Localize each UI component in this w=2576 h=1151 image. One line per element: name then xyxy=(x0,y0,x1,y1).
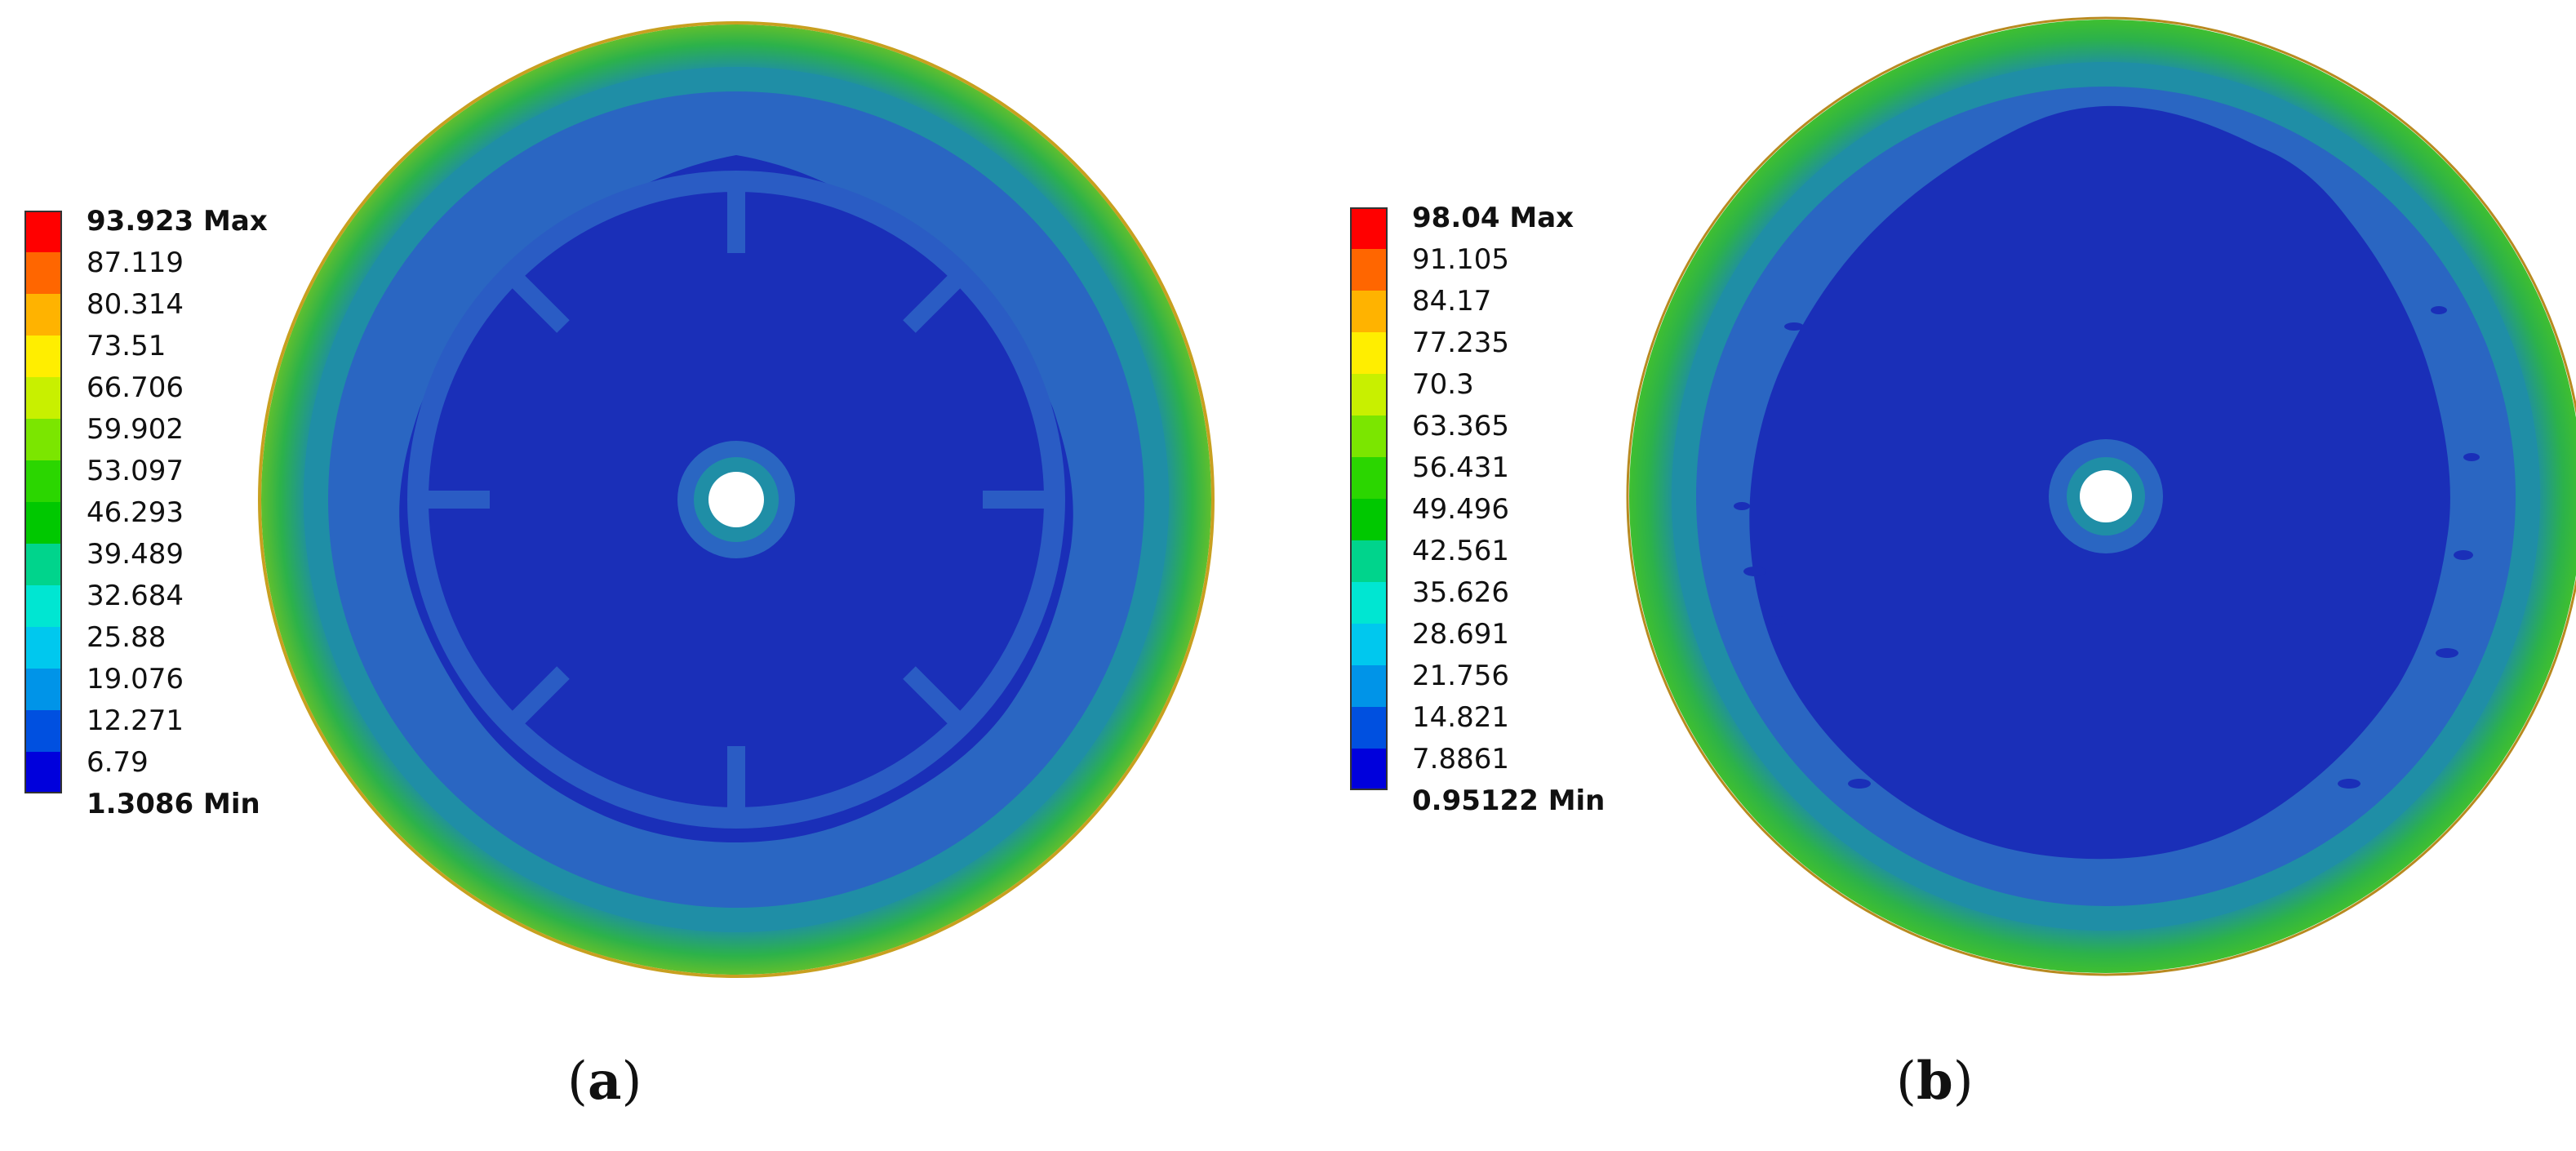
caption-letter: b xyxy=(1916,1051,1953,1112)
legend-swatch xyxy=(1350,540,1388,582)
legend-label: 77.235 xyxy=(1412,327,1509,359)
legend-label: 28.691 xyxy=(1412,618,1509,651)
legend-swatch xyxy=(1350,457,1388,499)
legend-label: 32.684 xyxy=(87,580,184,612)
legend-label: 6.79 xyxy=(87,746,149,779)
legend-swatch xyxy=(24,294,62,336)
legend-label: 35.626 xyxy=(1412,576,1509,609)
legend-swatch xyxy=(1350,291,1388,332)
legend-swatch xyxy=(1350,582,1388,624)
legend-swatch xyxy=(24,336,62,377)
speckles-b xyxy=(1734,306,2480,789)
legend-label: 46.293 xyxy=(87,496,184,529)
legend-label: 56.431 xyxy=(1412,451,1509,484)
legend-label: 25.88 xyxy=(87,621,167,654)
legend-swatch xyxy=(24,669,62,710)
legend-swatch xyxy=(24,377,62,419)
contour-plot-a xyxy=(258,21,1215,978)
legend-label: 84.17 xyxy=(1412,285,1492,318)
legend-label: 80.314 xyxy=(87,288,184,321)
legend-swatch xyxy=(1350,416,1388,457)
legend-max-label: 93.923 Max xyxy=(87,205,268,238)
legend-label: 21.756 xyxy=(1412,660,1509,692)
legend-swatch xyxy=(24,252,62,294)
legend-label: 66.706 xyxy=(87,371,184,404)
legend-label: 7.8861 xyxy=(1412,743,1509,775)
legend-label: 91.105 xyxy=(1412,243,1509,276)
legend-label: 49.496 xyxy=(1412,493,1509,526)
contour-plot-b xyxy=(1626,16,2576,976)
spokes-a xyxy=(418,181,1055,818)
panel-b: 98.04 Max 91.105 84.17 77.235 70.3 63.36… xyxy=(1288,0,2576,1151)
legend-swatch xyxy=(1350,499,1388,540)
legend-max-label: 98.04 Max xyxy=(1412,202,1574,234)
legend-label: 59.902 xyxy=(87,413,184,446)
legend-swatch xyxy=(1350,332,1388,374)
legend-swatch xyxy=(1350,707,1388,749)
legend-label: 73.51 xyxy=(87,330,167,362)
caption-letter: a xyxy=(587,1051,622,1112)
legend-swatch xyxy=(24,211,62,252)
legend-min-label: 1.3086 Min xyxy=(87,788,260,820)
legend-swatch xyxy=(1350,249,1388,291)
caption-b: (b) xyxy=(1896,1051,1974,1112)
legend-label: 63.365 xyxy=(1412,410,1509,442)
center-hole-b xyxy=(2080,470,2132,522)
legend-swatch xyxy=(24,460,62,502)
legend-label: 53.097 xyxy=(87,455,184,487)
legend-label: 14.821 xyxy=(1412,701,1509,734)
legend-swatch xyxy=(1350,665,1388,707)
legend-swatch xyxy=(24,419,62,460)
legend-swatch xyxy=(24,710,62,752)
panel-a: 93.923 Max 87.119 80.314 73.51 66.706 59… xyxy=(24,21,1215,1112)
legend-swatch xyxy=(24,502,62,544)
legend-label: 19.076 xyxy=(87,663,184,695)
legend-swatch xyxy=(24,585,62,627)
legend-min-label: 0.95122 Min xyxy=(1412,784,1606,817)
legend-swatch xyxy=(1350,624,1388,665)
legend-swatch xyxy=(1350,374,1388,416)
legend-label: 87.119 xyxy=(87,247,184,279)
legend-label: 70.3 xyxy=(1412,368,1474,401)
legend-swatch xyxy=(24,627,62,669)
disc-rim-a xyxy=(258,21,1215,978)
legend-label: 39.489 xyxy=(87,538,184,571)
center-hole-a xyxy=(708,472,764,527)
legend-swatch xyxy=(1350,749,1388,790)
caption-a: (a) xyxy=(567,1051,642,1112)
legend-swatch xyxy=(24,544,62,585)
legend-label: 42.561 xyxy=(1412,535,1509,567)
disc-rim-b xyxy=(1626,16,2576,976)
legend-label: 12.271 xyxy=(87,704,184,737)
legend-swatch xyxy=(24,752,62,793)
legend-swatch xyxy=(1350,207,1388,249)
